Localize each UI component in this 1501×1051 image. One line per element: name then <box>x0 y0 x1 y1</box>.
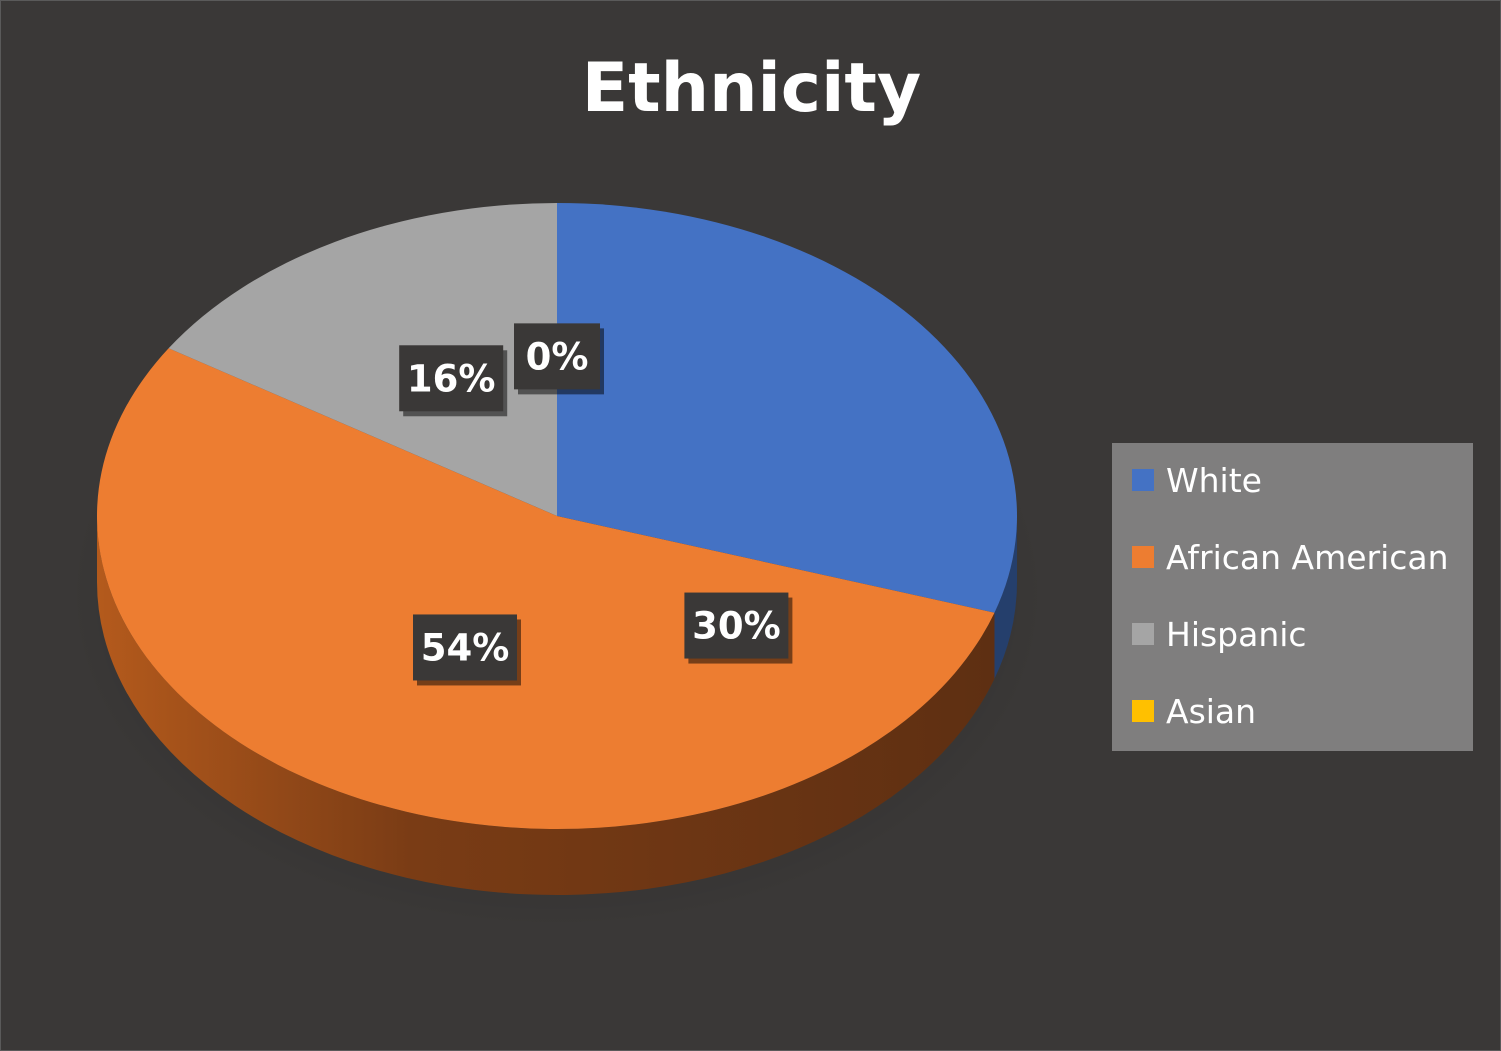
data-label-asian: 0% <box>514 323 604 395</box>
legend-item-white: White <box>1132 460 1262 500</box>
legend-swatch <box>1132 546 1154 568</box>
pie-slice-hispanic <box>168 202 557 516</box>
data-label-white: 30% <box>684 592 793 664</box>
legend-label: Asian <box>1166 691 1257 731</box>
svg-text:0%: 0% <box>526 335 589 378</box>
legend-label: African American <box>1166 537 1449 577</box>
legend-swatch <box>1132 623 1154 645</box>
legend-label: White <box>1166 460 1262 500</box>
pie-slice-white <box>557 203 1017 613</box>
pie-side-african-american <box>97 516 995 895</box>
data-label-hispanic: 16% <box>399 345 508 417</box>
svg-text:30%: 30% <box>692 605 781 648</box>
legend-item-asian: Asian <box>1132 691 1256 731</box>
legend-item-hispanic: Hispanic <box>1132 614 1307 654</box>
chart-title: Ethnicity <box>581 49 922 128</box>
legend-swatch <box>1132 700 1154 722</box>
svg-text:16%: 16% <box>407 357 496 400</box>
legend-swatch <box>1132 469 1154 491</box>
data-label-african-american: 54% <box>413 614 521 686</box>
legend-item-african-american: African American <box>1132 537 1449 577</box>
chart-legend: White African American Hispanic Asian <box>1112 443 1473 751</box>
pie-slice-african-american <box>96 348 995 829</box>
legend-label: Hispanic <box>1166 614 1307 654</box>
svg-text:54%: 54% <box>421 626 510 669</box>
pie-side-white <box>994 516 1017 679</box>
